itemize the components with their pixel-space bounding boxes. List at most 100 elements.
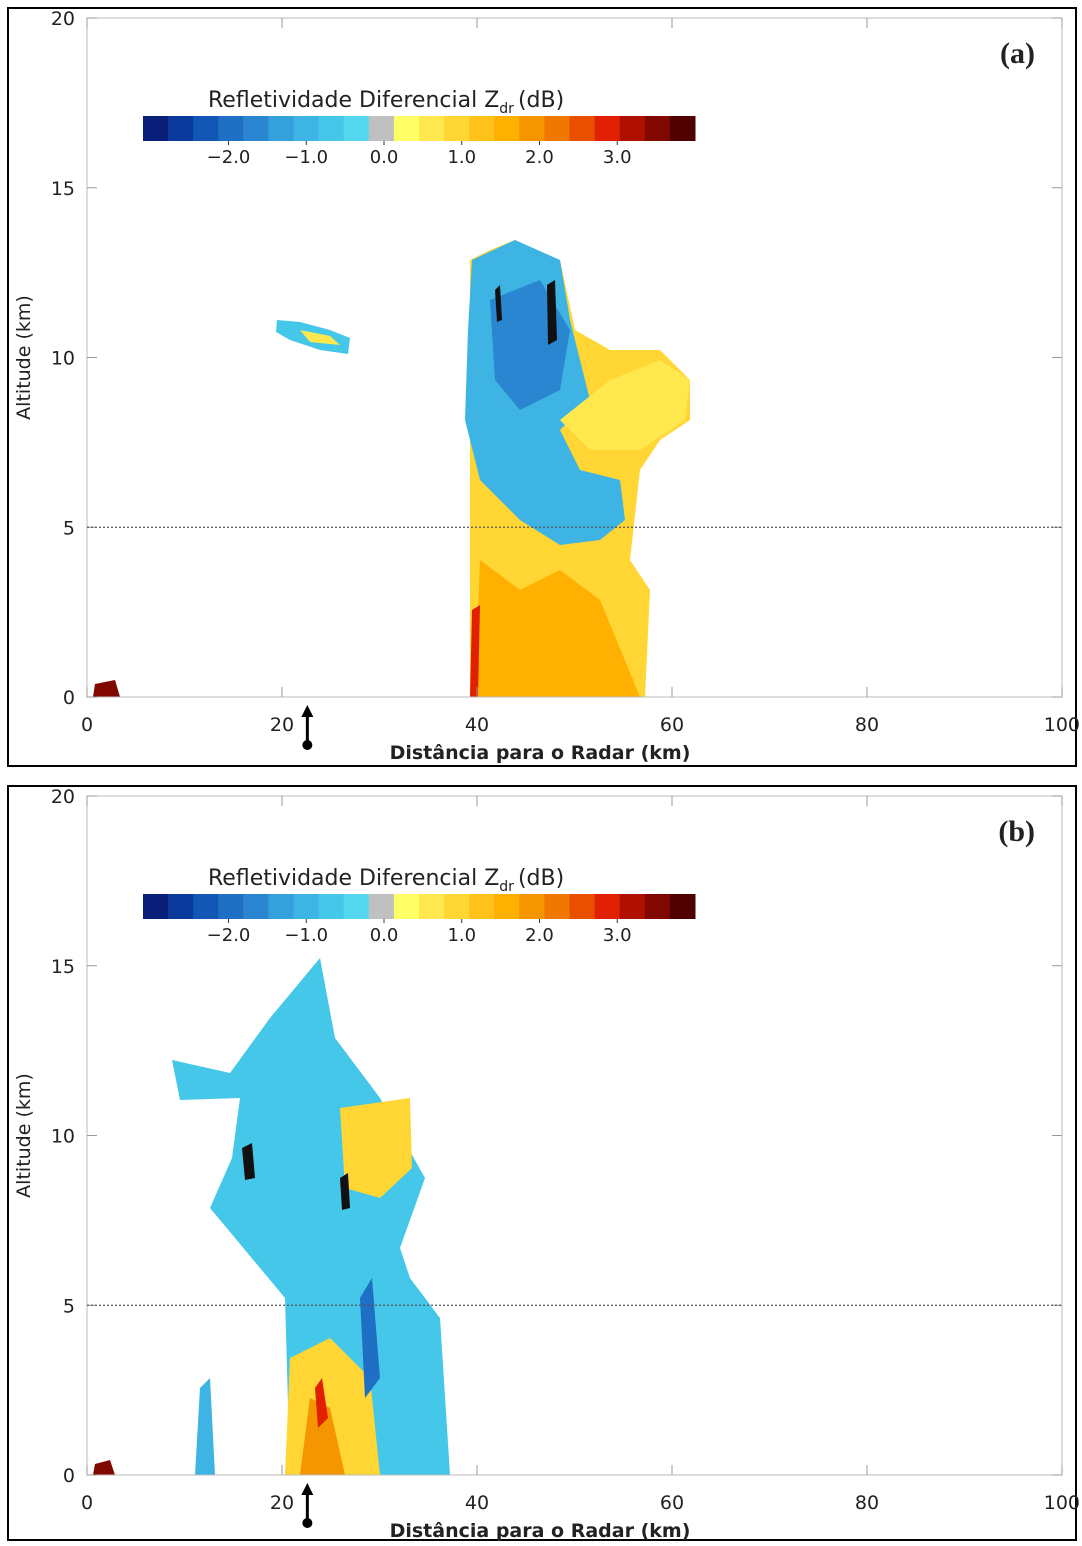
colorbar-segment (268, 116, 295, 141)
colorbar-segment (594, 116, 621, 141)
y-tick-label: 0 (63, 1465, 75, 1487)
y-tick-label: 10 (51, 348, 75, 370)
colorbar-segment (519, 894, 545, 919)
x-tick-label: 40 (465, 714, 489, 736)
colorbar-segment (243, 116, 269, 141)
x-tick-label: 40 (465, 1492, 489, 1514)
colorbar-segment (143, 894, 169, 919)
colorbar-tick-label: 2.0 (525, 925, 554, 946)
colorbar-segment (193, 894, 219, 919)
colorbar-title-unit: (dB) (518, 88, 564, 113)
echo (172, 958, 450, 1475)
colorbar-segment (343, 894, 370, 919)
colorbar-title-unit: (dB) (518, 866, 564, 891)
radar-marker-head (301, 1483, 314, 1495)
y-tick-label: 10 (51, 1126, 75, 1148)
echo-shapes (93, 240, 690, 697)
colorbar-segment (218, 116, 244, 141)
colorbar-segment (669, 116, 696, 141)
colorbar-title-sub: dr (499, 101, 514, 117)
colorbar-segment (494, 894, 520, 919)
x-tick-label: 80 (855, 714, 879, 736)
colorbar-segment (619, 894, 646, 919)
colorbar-segment (368, 116, 395, 141)
colorbar-segment (193, 116, 219, 141)
x-axis-label: Distância para o Radar (km) (390, 742, 691, 764)
panel-frame (7, 7, 1077, 767)
panel-label: (b) (998, 815, 1035, 848)
panel: 0 20 40 60 80 100 0 5 10 15 20 Altitude (km) Distânc… (7, 785, 1080, 1542)
colorbar-tick-label: 0.0 (370, 925, 399, 946)
echo (315, 1378, 328, 1428)
colorbar-segment (318, 116, 345, 141)
y-axis-label: Altitude (km) (13, 1073, 35, 1198)
colorbar-segment (444, 116, 470, 141)
colorbar-segment (494, 116, 520, 141)
colorbar-segment (569, 894, 596, 919)
colorbar-tick-label: 2.0 (525, 147, 554, 168)
echo (360, 1278, 380, 1398)
colorbar-tick-label: 3.0 (603, 925, 632, 946)
colorbar-segment (168, 116, 194, 141)
x-tick-label: 20 (270, 714, 294, 736)
panel-label: (a) (1000, 37, 1035, 70)
y-tick-label: 20 (51, 8, 75, 30)
echo (547, 280, 557, 345)
colorbar-segment (444, 894, 470, 919)
colorbar-segment (619, 116, 646, 141)
x-tick-label: 60 (660, 714, 684, 736)
radar-marker-head (301, 705, 314, 717)
echo (340, 1098, 412, 1198)
colorbar-title-text: Refletividade Diferencial Z (208, 866, 499, 891)
colorbar-title-sub: dr (499, 879, 514, 895)
y-tick-label: 0 (63, 687, 75, 709)
colorbar-tick-label: 1.0 (447, 925, 476, 946)
colorbar-title: Refletividade Diferencial Zdr (dB) (208, 88, 564, 117)
colorbar-segment (268, 894, 295, 919)
echo (340, 1173, 350, 1210)
x-tick-label: 0 (81, 714, 93, 736)
colorbar-segment (544, 894, 571, 919)
colorbar-segment (644, 894, 671, 919)
x-tick-label: 0 (81, 1492, 93, 1514)
y-tick-label: 15 (51, 956, 75, 978)
radar-marker-dot (302, 1518, 313, 1528)
colorbar-segment (569, 116, 596, 141)
colorbar-segment (469, 894, 495, 919)
panel: 0 20 40 60 80 100 0 5 10 15 20 Altitude (km) Distânc… (7, 7, 1080, 767)
colorbar-tick-label: −1.0 (284, 925, 328, 946)
colorbar-segment (419, 894, 445, 919)
echo (470, 605, 480, 697)
colorbar-tick-label: −2.0 (207, 925, 251, 946)
x-tick-label: 20 (270, 1492, 294, 1514)
echo (475, 560, 640, 697)
echo (300, 1398, 345, 1475)
echo (495, 285, 502, 322)
y-tick-label: 20 (51, 786, 75, 808)
echo (93, 680, 120, 697)
colorbar-segment (293, 116, 320, 141)
colorbar-segment (168, 894, 194, 919)
colorbar-segment (669, 894, 696, 919)
colorbar-title-text: Refletividade Diferencial Z (208, 88, 499, 113)
colorbar-segment (519, 116, 545, 141)
colorbar-tick-label: 0.0 (370, 147, 399, 168)
x-tick-label: 100 (1044, 1492, 1080, 1514)
echo (242, 1143, 255, 1180)
colorbar-segment (218, 894, 244, 919)
y-tick-label: 5 (63, 1295, 75, 1317)
colorbar-segment (393, 894, 420, 919)
x-axis-label: Distância para o Radar (km) (390, 1520, 691, 1542)
y-tick-label: 15 (51, 178, 75, 200)
echo (560, 360, 690, 450)
colorbar-tick-label: −1.0 (284, 147, 328, 168)
x-tick-label: 80 (855, 1492, 879, 1514)
colorbar-segment (143, 116, 169, 141)
echo (195, 1378, 215, 1475)
colorbar-tick-label: 1.0 (447, 147, 476, 168)
colorbar-segment (368, 894, 395, 919)
panel-frame (7, 785, 1077, 1541)
colorbar-title: Refletividade Diferencial Zdr (dB) (208, 866, 564, 895)
